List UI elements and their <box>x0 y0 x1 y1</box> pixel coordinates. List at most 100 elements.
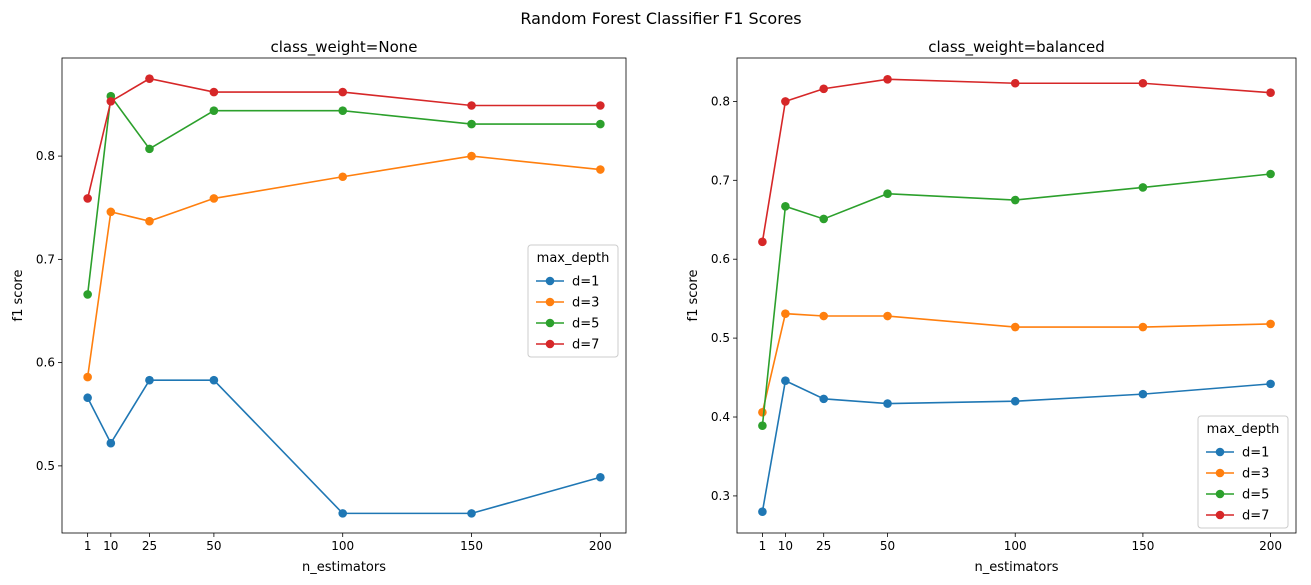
legend: max_depth d=1 d=3 d=5 d=7 <box>1197 415 1289 529</box>
y-tick-label: 0.7 <box>711 173 730 187</box>
x-tick-label: 25 <box>816 539 831 553</box>
legend-swatch-marker <box>545 339 555 349</box>
x-tick-label: 150 <box>1131 539 1154 553</box>
data-point-d5 <box>83 290 92 299</box>
y-tick-label: 0.7 <box>36 252 55 266</box>
data-point-d7 <box>819 84 828 94</box>
y-tick-label: 0.5 <box>711 331 730 345</box>
axes-frame <box>61 57 627 534</box>
legend-swatch-marker <box>1215 468 1225 478</box>
data-point-d1 <box>83 393 92 403</box>
x-tick-label: 10 <box>778 539 793 553</box>
data-point-d7 <box>1010 78 1020 88</box>
data-point-d1 <box>781 376 790 386</box>
series-line-d1 <box>86 379 601 515</box>
legend-swatch-marker <box>1215 447 1225 457</box>
data-point-d7 <box>467 101 476 110</box>
y-axis-label: f1 score <box>686 270 701 322</box>
data-point-d5 <box>596 119 605 129</box>
series-line-d5 <box>761 173 1271 426</box>
data-point-d5 <box>338 106 348 115</box>
data-point-d3 <box>338 172 348 182</box>
data-point-d1 <box>145 375 154 385</box>
data-point-d5 <box>1138 183 1148 192</box>
data-point-d1 <box>106 438 116 448</box>
legend-entry-label: d=5 <box>572 317 599 332</box>
data-point-d7 <box>781 97 790 106</box>
legend-entry-label: d=1 <box>572 275 599 290</box>
data-point-d1 <box>596 472 605 482</box>
data-point-d5 <box>145 144 154 154</box>
y-tick-label: 0.5 <box>36 459 55 473</box>
y-tick-label: 0.4 <box>711 410 730 424</box>
axes-title: class_weight=None <box>270 38 417 57</box>
data-point-d3 <box>596 165 605 174</box>
data-point-d1 <box>338 509 348 518</box>
data-point-d7 <box>1138 78 1148 88</box>
legend-entry-label: d=7 <box>1242 509 1269 524</box>
data-point-d5 <box>209 106 219 115</box>
chart-panel-class-weight-none: class_weight=None 1 10 25 50 100 150 200 0.5 0.6 0… <box>11 38 627 575</box>
data-point-d7 <box>758 237 767 247</box>
data-point-d5 <box>883 189 892 199</box>
y-tick-label: 0.6 <box>36 356 55 370</box>
figure-suptitle: Random Forest Classifier F1 Scores <box>520 9 801 28</box>
series-line-d3 <box>86 155 601 378</box>
legend-title: max_depth <box>1207 422 1280 437</box>
x-tick-label: 10 <box>103 539 118 553</box>
data-point-d3 <box>145 216 154 226</box>
y-tick-label: 0.8 <box>36 149 55 163</box>
x-tick-label: 200 <box>1259 539 1282 553</box>
chart-panel-class-weight-balanced: class_weight=balanced 1 10 25 50 100 150 200 0.3… <box>686 38 1297 575</box>
legend-swatch-marker <box>1215 510 1225 520</box>
legend-title: max_depth <box>537 251 610 266</box>
data-point-d1 <box>1010 396 1020 406</box>
legend: max_depth d=1 d=3 d=5 d=7 <box>527 244 619 358</box>
y-axis-label: f1 score <box>11 270 26 322</box>
x-tick-label: 100 <box>1004 539 1027 553</box>
data-point-d1 <box>1138 389 1148 399</box>
axes-title: class_weight=balanced <box>928 38 1104 57</box>
data-point-d5 <box>1266 169 1275 179</box>
legend-swatch-marker <box>545 276 555 286</box>
legend-swatch-marker <box>545 318 555 328</box>
data-point-d1 <box>819 394 828 404</box>
legend-box <box>1197 415 1289 529</box>
data-point-d7 <box>83 194 92 203</box>
legend-swatch-marker <box>545 297 555 307</box>
data-point-d1 <box>758 507 767 516</box>
data-point-d1 <box>467 509 476 518</box>
x-tick-label: 25 <box>142 539 157 553</box>
data-point-d5 <box>819 214 828 224</box>
data-point-d3 <box>1266 319 1275 329</box>
data-point-d7 <box>596 101 605 110</box>
x-tick-label: 1 <box>84 539 92 553</box>
data-point-d1 <box>209 375 219 385</box>
x-axis-label: n_estimators <box>974 560 1058 575</box>
data-point-d3 <box>883 311 892 321</box>
data-point-d1 <box>883 399 892 408</box>
data-point-d5 <box>781 202 790 211</box>
data-point-d3 <box>758 407 767 417</box>
x-tick-label: 50 <box>880 539 895 553</box>
data-point-d3 <box>209 194 219 203</box>
data-point-d3 <box>819 311 828 321</box>
legend-entry-label: d=7 <box>572 338 599 353</box>
data-point-d7 <box>106 97 116 106</box>
y-tick-label: 0.8 <box>711 94 730 108</box>
data-point-d3 <box>467 151 476 161</box>
data-point-d7 <box>883 75 892 84</box>
x-tick-label: 50 <box>206 539 221 553</box>
data-point-d7 <box>338 87 348 97</box>
legend-entry-label: d=3 <box>572 296 599 311</box>
data-point-d5 <box>758 421 767 430</box>
data-point-d5 <box>1010 195 1020 205</box>
data-point-d3 <box>106 207 116 217</box>
legend-entry-label: d=5 <box>1242 488 1269 503</box>
legend-box <box>527 244 619 358</box>
axes-frame <box>736 57 1297 534</box>
x-tick-label: 100 <box>331 539 354 553</box>
legend-entry-label: d=1 <box>1242 446 1269 461</box>
data-point-d7 <box>209 87 219 97</box>
